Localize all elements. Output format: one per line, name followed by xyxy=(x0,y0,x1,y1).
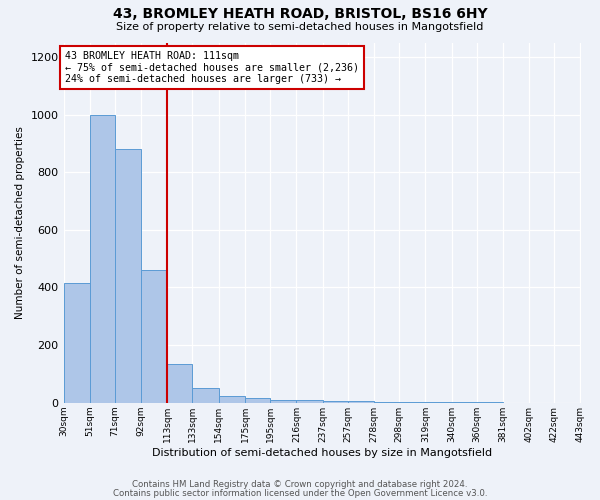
Bar xyxy=(90,114,115,403)
Bar xyxy=(245,398,270,403)
Bar xyxy=(374,402,399,403)
Text: Contains public sector information licensed under the Open Government Licence v3: Contains public sector information licen… xyxy=(113,490,487,498)
Bar xyxy=(141,270,167,403)
Bar xyxy=(219,396,245,403)
Bar xyxy=(323,401,347,403)
Bar xyxy=(193,388,219,403)
Text: 43 BROMLEY HEATH ROAD: 111sqm
← 75% of semi-detached houses are smaller (2,236)
: 43 BROMLEY HEATH ROAD: 111sqm ← 75% of s… xyxy=(65,51,359,84)
Bar xyxy=(296,400,323,403)
Bar xyxy=(425,402,452,403)
Y-axis label: Number of semi-detached properties: Number of semi-detached properties xyxy=(15,126,25,319)
Bar xyxy=(270,400,296,403)
Bar xyxy=(115,149,141,403)
Bar xyxy=(399,402,425,403)
Text: Contains HM Land Registry data © Crown copyright and database right 2024.: Contains HM Land Registry data © Crown c… xyxy=(132,480,468,489)
Bar xyxy=(64,283,90,403)
Text: 43, BROMLEY HEATH ROAD, BRISTOL, BS16 6HY: 43, BROMLEY HEATH ROAD, BRISTOL, BS16 6H… xyxy=(113,8,487,22)
Bar xyxy=(347,402,374,403)
Text: Size of property relative to semi-detached houses in Mangotsfield: Size of property relative to semi-detach… xyxy=(116,22,484,32)
Bar xyxy=(452,402,476,403)
Bar xyxy=(167,364,193,403)
Bar xyxy=(476,402,503,403)
X-axis label: Distribution of semi-detached houses by size in Mangotsfield: Distribution of semi-detached houses by … xyxy=(152,448,492,458)
